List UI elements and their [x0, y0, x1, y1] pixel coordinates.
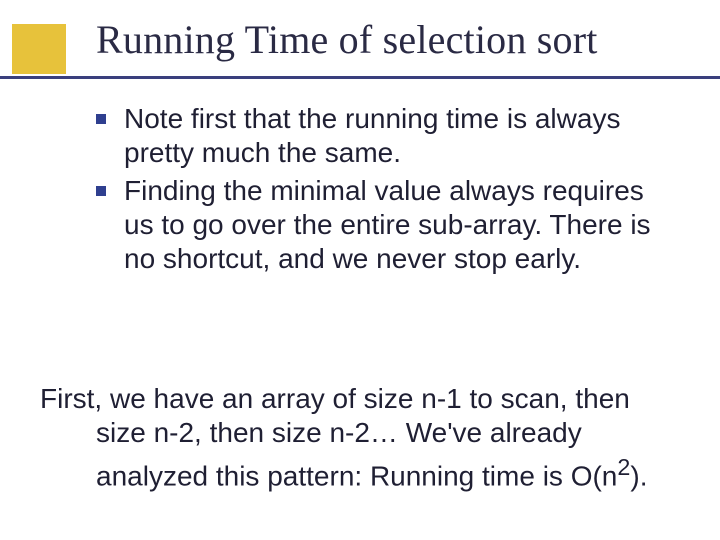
bullet-text: Finding the minimal value always require…	[124, 174, 680, 276]
square-bullet-icon	[96, 186, 106, 196]
body-paragraph: First, we have an array of size n-1 to s…	[40, 382, 680, 493]
slide: Running Time of selection sort Note firs…	[0, 0, 720, 540]
paragraph-post: ).	[630, 460, 647, 491]
paragraph-pre: First, we have an array of size n-1 to s…	[40, 383, 630, 491]
bullet-text: Note first that the running time is alwa…	[124, 102, 680, 170]
paragraph-line: First, we have an array of size n-1 to s…	[40, 382, 680, 493]
bullet-list: Note first that the running time is alwa…	[96, 102, 680, 280]
slide-title: Running Time of selection sort	[96, 16, 700, 63]
accent-square	[12, 24, 66, 74]
title-underline	[0, 76, 720, 79]
paragraph-sup: 2	[617, 454, 630, 480]
bullet-item: Finding the minimal value always require…	[96, 174, 680, 276]
bullet-item: Note first that the running time is alwa…	[96, 102, 680, 170]
square-bullet-icon	[96, 114, 106, 124]
